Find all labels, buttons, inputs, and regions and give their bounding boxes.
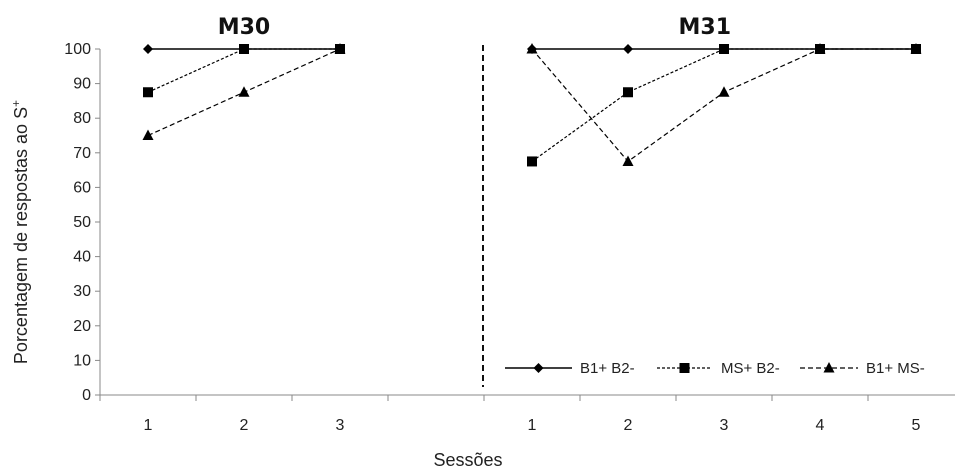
x-tick-label: 1 [144,417,153,434]
y-tick-label: 50 [73,214,91,231]
y-tick-label: 40 [73,249,91,266]
x-tick-label: 3 [720,417,729,434]
legend-marker-diamond [533,363,544,373]
legend-label: B1+ MS- [866,360,925,377]
panel-title-m31: M31 [679,15,732,40]
series-line-square [147,48,340,93]
y-tick-label: 80 [73,110,91,127]
y-tick-label: 30 [73,283,91,300]
legend-marker-square [679,363,690,373]
series-line-square [531,48,916,162]
legend: B1+ B2- MS+ B2- B1+ MS- [505,360,925,377]
x-tick-label: 3 [336,417,345,434]
x-axis-title: Sessões [433,450,502,470]
series-line-triangle [531,48,916,163]
label-layer: M30 M31 Sessões Porcentagem de respostas… [9,15,921,470]
data-point-diamond [911,44,921,54]
y-axis-title-superscript: + [9,100,23,107]
y-tick-label: 100 [64,41,91,58]
data-point-square [143,87,153,98]
y-tick-label: 20 [73,318,91,335]
axes-layer [95,45,955,401]
y-tick-label: 60 [73,179,91,196]
data-point-diamond [719,44,729,54]
y-tick-label: 90 [73,76,91,93]
panel-title-m30: M30 [218,15,271,40]
data-point-diamond [239,44,249,54]
y-tick-label: 0 [82,387,91,404]
series-layer [142,43,922,167]
y-axis-title: Porcentagem de respostas ao S+ [9,100,31,364]
legend-item: B1+ B2- [505,360,635,377]
data-point-triangle [622,155,634,166]
legend-marker-triangle [823,362,835,373]
legend-item: MS+ B2- [657,360,780,377]
data-point-diamond [623,44,633,54]
y-axis-title-text: Porcentagem de respostas ao S [11,107,31,364]
y-tick-label: 10 [73,352,91,369]
data-point-square [527,156,537,167]
y-tick-label: 70 [73,145,91,162]
data-point-triangle [238,86,250,97]
legend-label: MS+ B2- [721,360,780,377]
data-point-triangle [718,86,730,97]
data-point-diamond [527,44,537,54]
data-point-diamond [143,44,153,54]
x-tick-label: 2 [240,417,249,434]
x-tick-label: 5 [912,417,921,434]
data-point-triangle [142,129,154,140]
legend-item: B1+ MS- [800,360,925,377]
legend-label: B1+ B2- [580,360,635,377]
x-tick-label: 1 [528,417,537,434]
x-tick-label: 4 [816,417,825,434]
data-point-diamond [815,44,825,54]
data-point-diamond [335,44,345,54]
data-point-square [623,87,633,98]
x-tick-label: 2 [624,417,633,434]
